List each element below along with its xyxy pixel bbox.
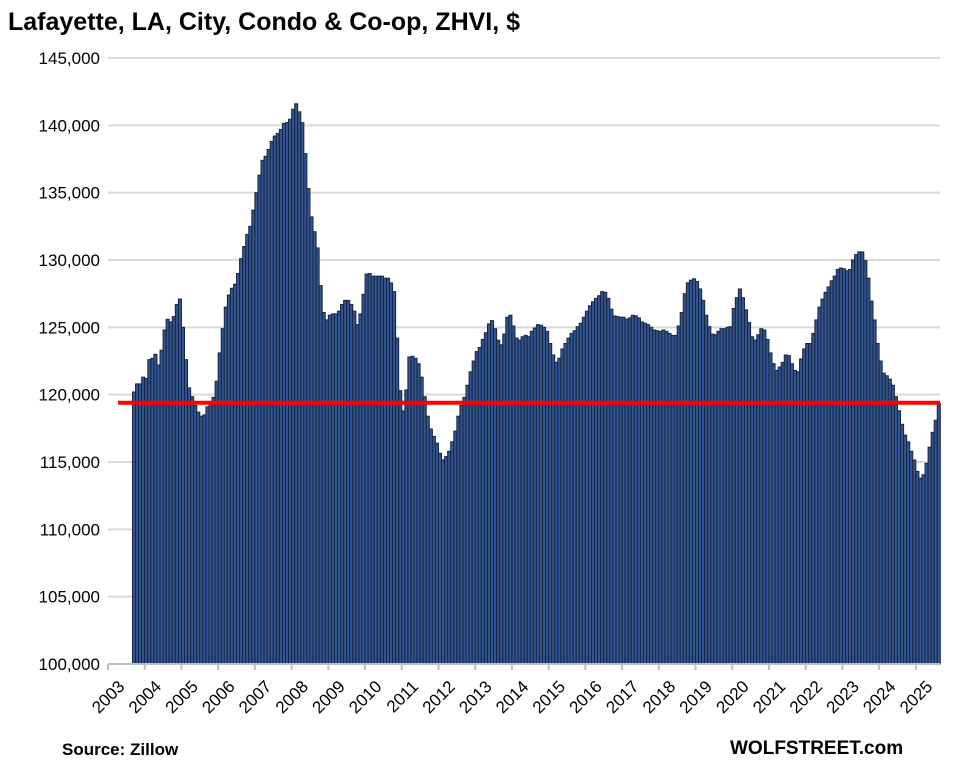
x-tick-label: 2005: [162, 677, 202, 717]
y-tick-label: 130,000: [39, 251, 100, 270]
y-tick-label: 110,000: [40, 520, 100, 539]
x-tick-label: 2012: [419, 677, 459, 717]
y-tick-label: 100,000: [39, 655, 100, 674]
x-tick-label: 2020: [713, 677, 753, 717]
x-tick-label: 2023: [823, 677, 863, 717]
y-tick-label: 125,000: [39, 318, 100, 337]
brand-label: WOLFSTREET.com: [730, 738, 904, 759]
y-tick-label: 140,000: [39, 116, 100, 135]
x-tick-label: 2021: [749, 677, 789, 717]
x-tick-label: 2004: [125, 677, 165, 717]
x-tick-label: 2015: [529, 677, 569, 717]
y-tick-label: 120,000: [39, 386, 100, 405]
x-tick-label: 2018: [639, 677, 679, 717]
x-tick-label: 2014: [492, 677, 532, 717]
bar: [936, 402, 941, 665]
y-tick-label: 145,000: [39, 49, 100, 68]
x-tick-label: 2003: [88, 677, 128, 717]
x-tick-label: 2019: [676, 677, 716, 717]
x-tick-label: 2008: [272, 677, 312, 717]
x-tick-label: 2025: [896, 677, 936, 717]
y-tick-label: 135,000: [39, 184, 100, 203]
x-tick-label: 2017: [602, 677, 642, 717]
x-tick-label: 2022: [786, 677, 826, 717]
x-tick-label: 2024: [859, 677, 899, 717]
x-tick-label: 2007: [235, 677, 275, 717]
source-label: Source: Zillow: [62, 740, 179, 759]
x-tick-label: 2013: [455, 677, 495, 717]
x-tick-label: 2011: [383, 677, 422, 716]
chart-title: Lafayette, LA, City, Condo & Co-op, ZHVI…: [8, 8, 521, 36]
x-tick-label: 2009: [309, 677, 349, 717]
y-tick-label: 115,000: [40, 453, 100, 472]
y-tick-label: 105,000: [39, 588, 100, 607]
x-tick-label: 2010: [345, 677, 385, 717]
x-tick-label: 2016: [566, 677, 606, 717]
x-tick-label: 2006: [198, 677, 238, 717]
